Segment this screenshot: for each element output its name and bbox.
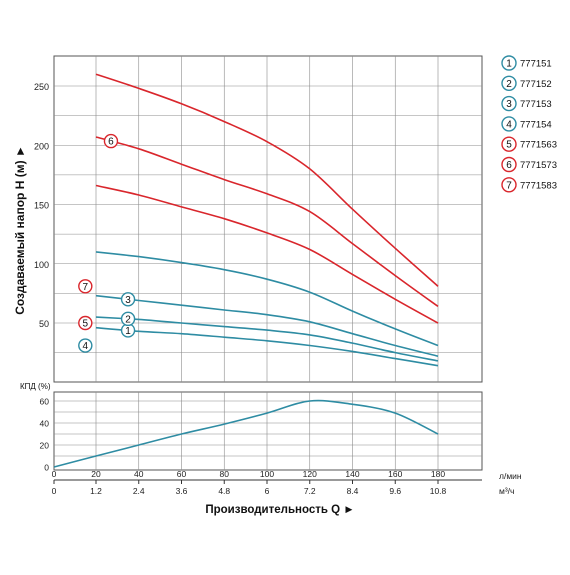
series-marker-7771573 [103, 133, 119, 149]
series-line-777154 [95, 251, 439, 347]
x-tick-m3h: 4.8 [218, 486, 230, 496]
legend-marker [501, 95, 517, 112]
series-marker-label: 4 [83, 341, 89, 352]
efficiency-axis-title: КПД (%) [20, 382, 51, 391]
legend-entry: 7771583 [520, 180, 557, 191]
legend-entry: 777152 [520, 79, 552, 90]
series-line-777151 [95, 326, 439, 367]
x-tick-m3h: 8.4 [347, 486, 359, 496]
legend-marker-label: 1 [506, 59, 512, 70]
head-plot-frame [53, 55, 483, 383]
legend-marker [501, 75, 517, 92]
series-line-7771573 [95, 136, 439, 308]
efficiency-y-tick-label: 0 [44, 463, 49, 473]
x-tick-lpm: 60 [177, 469, 187, 479]
legend-marker-label: 7 [506, 180, 512, 191]
legend-marker [501, 55, 517, 71]
series-marker-label: 3 [125, 295, 131, 306]
series-marker-label: 6 [108, 137, 114, 148]
series-line-777153 [95, 294, 439, 357]
x-tick-lpm: 40 [134, 469, 144, 479]
x-tick-lpm: 0 [52, 469, 57, 479]
unit-lpm: л/мин [499, 471, 522, 481]
x-tick-m3h: 6 [265, 486, 270, 496]
y-tick-label: 250 [34, 82, 49, 92]
x-tick-lpm: 180 [431, 469, 445, 479]
series-marker-7771563 [78, 315, 93, 331]
x-tick-lpm: 100 [260, 469, 274, 479]
legend-marker-label: 2 [506, 79, 512, 90]
legend-entry: 777151 [520, 59, 552, 70]
x-tick-m3h: 3.6 [176, 486, 188, 496]
unit-m3h: м³/ч [499, 486, 514, 496]
y-tick-label: 100 [34, 260, 49, 270]
series-marker-777152 [120, 311, 136, 327]
x-tick-m3h: 0 [52, 486, 57, 496]
efficiency-y-tick-label: 20 [40, 441, 50, 451]
legend-marker [501, 136, 517, 152]
legend-marker-label: 3 [506, 99, 512, 110]
x-tick-m3h: 1.2 [90, 486, 102, 496]
x-tick-m3h: 2.4 [133, 486, 145, 496]
x-tick-m3h: 10.8 [430, 486, 447, 496]
y-tick-label: 50 [39, 319, 49, 329]
series-marker-label: 7 [83, 282, 89, 293]
x-tick-lpm: 20 [91, 469, 101, 479]
x-tick-m3h: 9.6 [389, 486, 401, 496]
series-line-7771583 [95, 73, 439, 287]
legend-marker [501, 116, 517, 132]
legend-entry: 7771573 [520, 160, 557, 171]
legend-entry: 777153 [520, 99, 552, 110]
efficiency-plot-frame [53, 391, 483, 471]
legend-entry: 777154 [520, 119, 552, 130]
legend-marker-label: 5 [506, 140, 512, 151]
series-line-7771563 [95, 184, 439, 324]
series-marker-7771583 [78, 279, 93, 294]
x-tick-lpm: 120 [303, 469, 317, 479]
x-tick-m3h: 7.2 [304, 486, 316, 496]
legend-marker [501, 177, 517, 193]
series-marker-label: 1 [125, 326, 131, 337]
x-tick-lpm: 140 [345, 469, 359, 479]
y-axis-title: Создаваемый напор Н (м) ► [13, 145, 27, 315]
efficiency-curve [53, 399, 439, 468]
legend-marker [501, 156, 517, 173]
y-tick-label: 150 [34, 201, 49, 211]
x-tick-lpm: 80 [220, 469, 230, 479]
legend-marker-label: 4 [506, 119, 512, 130]
x-tick-lpm: 160 [388, 469, 402, 479]
x-axis-title: Производительность Q ► [205, 504, 354, 516]
efficiency-y-tick-label: 40 [40, 419, 50, 429]
series-marker-label: 2 [125, 314, 131, 325]
y-tick-label: 200 [34, 141, 49, 151]
series-marker-777154 [78, 338, 93, 353]
series-marker-label: 5 [83, 319, 89, 330]
legend-marker-label: 6 [506, 160, 512, 171]
series-line-777152 [95, 316, 439, 362]
efficiency-y-tick-label: 60 [40, 397, 50, 407]
series-marker-777153 [120, 292, 136, 307]
legend-entry: 7771563 [520, 140, 557, 151]
